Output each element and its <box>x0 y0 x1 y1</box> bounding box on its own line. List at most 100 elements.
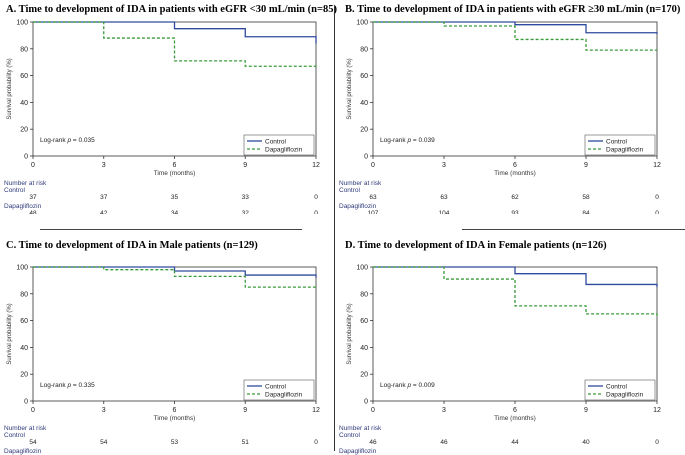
x-tick-label: 12 <box>312 162 320 169</box>
y-tick-label: 100 <box>16 265 28 272</box>
series-line-control <box>33 21 317 44</box>
risk-count: 48 <box>29 210 37 214</box>
p-value: = 0.039 <box>413 137 435 144</box>
x-tick-label: 0 <box>31 407 35 414</box>
p-value: = 0.335 <box>73 382 95 389</box>
y-axis-label: Survival probability (%) <box>7 58 13 119</box>
y-tick-label: 100 <box>356 20 368 27</box>
risk-count: 40 <box>582 439 590 446</box>
y-tick-label: 80 <box>20 291 28 298</box>
risk-heading: Number at risk <box>339 425 382 432</box>
risk-count: 42 <box>100 210 108 214</box>
series-line-control <box>33 266 317 278</box>
risk-group-label: Control <box>4 432 26 439</box>
y-tick-label: 60 <box>20 318 28 325</box>
risk-group-label: Dapagliflozin <box>4 448 42 455</box>
risk-count: 0 <box>655 194 659 201</box>
y-tick-label: 40 <box>360 345 368 352</box>
vertical-separator <box>334 6 335 451</box>
risk-count: 37 <box>100 194 108 201</box>
y-tick-label: 40 <box>360 100 368 107</box>
panel-c-title: C. Time to development of IDA in Male pa… <box>6 240 258 251</box>
km-chart-b: 0 20 40 60 80 100 0 3 6 9 12 Survival probability (… <box>339 20 661 215</box>
x-tick-label: 3 <box>442 162 446 169</box>
risk-group-label: Control <box>339 432 361 439</box>
risk-count: 32 <box>242 210 250 214</box>
x-axis-label: Time (months) <box>494 170 536 177</box>
legend-box <box>243 379 315 401</box>
risk-count: 37 <box>29 194 37 201</box>
risk-count: 35 <box>171 194 179 201</box>
risk-group-label: Dapagliflozin <box>4 203 42 210</box>
p-symbol: p <box>66 382 72 389</box>
series-line-dapagliflozin <box>33 21 317 68</box>
x-tick-label: 12 <box>653 407 661 414</box>
p-symbol: p <box>406 382 412 389</box>
x-tick-label: 0 <box>371 407 375 414</box>
log-rank-annotation: Log-rank p = 0.009 <box>380 382 435 389</box>
x-tick-label: 12 <box>653 162 661 169</box>
risk-count: 0 <box>314 439 318 446</box>
y-tick-label: 80 <box>20 46 28 53</box>
y-tick-label: 40 <box>20 100 28 107</box>
legend-label: Control <box>265 139 287 146</box>
risk-count: 34 <box>171 210 179 214</box>
y-tick-label: 80 <box>360 46 368 53</box>
legend-label: Control <box>265 384 287 391</box>
legend-box <box>584 134 656 156</box>
log-rank-prefix: Log-rank <box>40 137 67 144</box>
risk-count: 62 <box>511 194 519 201</box>
p-symbol: p <box>66 137 72 144</box>
x-axis-label: Time (months) <box>154 170 196 177</box>
risk-count: 63 <box>369 194 377 201</box>
risk-group-label: Control <box>339 187 361 194</box>
legend-label: Control <box>606 384 628 391</box>
x-tick-label: 6 <box>173 407 177 414</box>
log-rank-prefix: Log-rank <box>40 382 67 389</box>
x-tick-label: 3 <box>102 162 106 169</box>
risk-count: 51 <box>242 439 250 446</box>
legend-label: Dapagliflozin <box>606 392 644 399</box>
y-axis-label: Survival probability (%) <box>347 303 353 364</box>
risk-count: 54 <box>29 439 37 446</box>
horizontal-separator-left <box>40 229 302 230</box>
y-tick-label: 80 <box>360 291 368 298</box>
log-rank-annotation: Log-rank p = 0.335 <box>40 382 95 389</box>
risk-count: 107 <box>368 210 379 214</box>
x-tick-label: 9 <box>243 407 247 414</box>
y-tick-label: 0 <box>364 154 368 161</box>
panel-a-title: A. Time to development of IDA in patient… <box>6 4 337 15</box>
x-tick-label: 9 <box>584 407 588 414</box>
legend-box <box>584 379 656 401</box>
risk-count: 93 <box>511 210 519 214</box>
x-tick-label: 9 <box>243 162 247 169</box>
y-tick-label: 20 <box>360 127 368 134</box>
x-tick-label: 9 <box>584 162 588 169</box>
x-tick-label: 12 <box>312 407 320 414</box>
risk-count: 46 <box>440 439 448 446</box>
risk-heading: Number at risk <box>339 180 382 187</box>
risk-group-label: Control <box>4 187 26 194</box>
log-rank-annotation: Log-rank p = 0.039 <box>380 137 435 144</box>
risk-group-label: Dapagliflozin <box>339 203 377 210</box>
km-chart-a: 0 20 40 60 80 100 0 3 6 9 12 Survival probability (… <box>4 20 320 215</box>
risk-count: 84 <box>582 210 590 214</box>
y-tick-label: 100 <box>356 265 368 272</box>
y-tick-label: 20 <box>20 372 28 379</box>
log-rank-annotation: Log-rank p = 0.035 <box>40 137 95 144</box>
y-axis-label: Survival probability (%) <box>347 58 353 119</box>
y-tick-label: 60 <box>20 73 28 80</box>
series-line-dapagliflozin <box>373 21 657 51</box>
x-tick-label: 3 <box>102 407 106 414</box>
risk-group-label: Dapagliflozin <box>339 448 377 455</box>
panel-b-title: B. Time to development of IDA in patient… <box>345 4 681 15</box>
x-tick-label: 0 <box>371 162 375 169</box>
legend-label: Dapagliflozin <box>265 147 303 154</box>
panel-d-title: D. Time to development of IDA in Female … <box>345 240 607 251</box>
legend-label: Dapagliflozin <box>265 392 303 399</box>
p-symbol: p <box>406 137 412 144</box>
y-tick-label: 60 <box>360 318 368 325</box>
series-line-dapagliflozin <box>373 266 658 317</box>
